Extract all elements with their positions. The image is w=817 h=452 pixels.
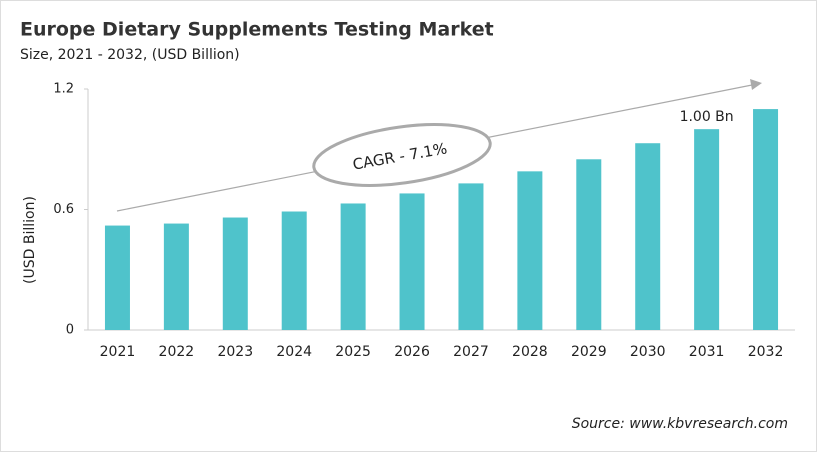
arrow-head xyxy=(750,79,762,90)
x-tick-label: 2023 xyxy=(217,344,253,360)
bar xyxy=(281,211,307,330)
x-tick-label: 2031 xyxy=(689,344,725,360)
bar xyxy=(694,129,720,330)
x-tick-label: 2032 xyxy=(748,344,784,360)
bar xyxy=(104,225,130,330)
source: Source: www.kbvresearch.com xyxy=(572,416,788,432)
x-tick-label: 2026 xyxy=(394,344,430,360)
x-tick-label: 2022 xyxy=(159,344,195,360)
x-tick-label: 2025 xyxy=(335,344,371,360)
bar xyxy=(576,159,602,330)
chart-title: Europe Dietary Supplements Testing Marke… xyxy=(20,19,494,41)
x-tick-label: 2024 xyxy=(276,344,312,360)
data-label: 1.00 Bn xyxy=(680,109,734,125)
x-tick-label: 2029 xyxy=(571,344,607,360)
x-tick-label: 2030 xyxy=(630,344,666,360)
y-tick-label: 0.6 xyxy=(53,202,74,217)
bar xyxy=(399,193,425,330)
y-axis-label: (USD Billion) xyxy=(22,196,38,284)
y-tick-label: 0 xyxy=(66,323,74,338)
bar xyxy=(635,143,661,330)
x-tick-label: 2027 xyxy=(453,344,489,360)
cagr-ellipse xyxy=(312,123,492,187)
bar xyxy=(222,217,248,330)
bar xyxy=(753,109,779,330)
x-tick-label: 2028 xyxy=(512,344,548,360)
bar xyxy=(517,171,543,330)
y-tick-label: 1.2 xyxy=(53,82,74,97)
bar xyxy=(458,183,484,330)
bar xyxy=(340,203,366,330)
bar xyxy=(163,223,189,330)
x-tick-label: 2021 xyxy=(100,344,136,360)
chart-subtitle: Size, 2021 - 2032, (USD Billion) xyxy=(20,47,240,63)
